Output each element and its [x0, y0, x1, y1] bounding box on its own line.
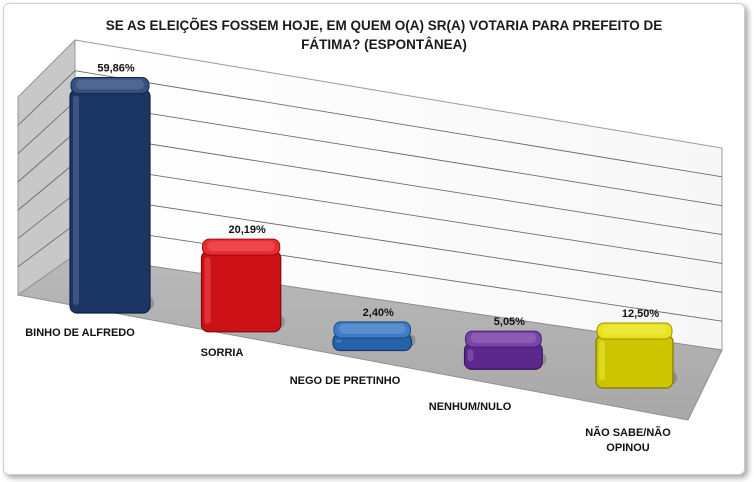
- gridline-side: [17, 70, 76, 126]
- gridline: [74, 223, 723, 322]
- category-label-1: BINHO DE ALFREDO: [25, 327, 135, 339]
- gridline: [74, 100, 723, 207]
- category-label-5: NÃO SABE/NÃO OPINOU: [585, 426, 671, 454]
- data-label-1: 59,86%: [97, 63, 135, 75]
- category-label-4: NENHUM/NULO: [429, 401, 512, 413]
- gridline-side: [17, 162, 76, 211]
- gridline: [74, 193, 723, 293]
- category-label-2: SORRIA: [201, 347, 244, 359]
- data-label-5: 12,50%: [622, 308, 660, 320]
- category-label-3: NEGO DE PRETINHO: [290, 375, 401, 387]
- bar-2: [200, 238, 285, 333]
- gridline-side: [17, 131, 76, 183]
- category-label-line: OPINOU: [606, 442, 649, 454]
- data-label-3: 2,40%: [363, 307, 394, 319]
- category-label-line: NÃO SABE/NÃO: [585, 426, 671, 439]
- category-label-line: BINHO DE ALFREDO: [25, 327, 135, 339]
- bar-1: [69, 77, 154, 314]
- data-label-4: 5,05%: [494, 316, 525, 328]
- bar-3: [332, 321, 416, 352]
- data-label-2: 20,19%: [228, 224, 266, 236]
- gridline-side: [17, 223, 76, 268]
- chart-title-line-2: FÁTIMA? (ESPONTÂNEA): [301, 37, 467, 52]
- category-label-line: NENHUM/NULO: [429, 401, 512, 413]
- bar-4: [463, 330, 547, 370]
- gridline: [74, 131, 723, 236]
- category-label-line: NEGO DE PRETINHO: [290, 375, 401, 387]
- chart-title: SE AS ELEIÇÕES FOSSEM HOJE, EM QUEM O(A)…: [64, 16, 704, 54]
- gridline: [74, 162, 723, 264]
- bar-5: [595, 322, 677, 389]
- gridline-side: [17, 193, 76, 239]
- gridline: [74, 70, 723, 178]
- gridline-side: [17, 101, 76, 154]
- category-label-line: SORRIA: [201, 347, 244, 359]
- chart-title-line-1: SE AS ELEIÇÕES FOSSEM HOJE, EM QUEM O(A)…: [105, 18, 663, 33]
- side-wall: [17, 38, 76, 296]
